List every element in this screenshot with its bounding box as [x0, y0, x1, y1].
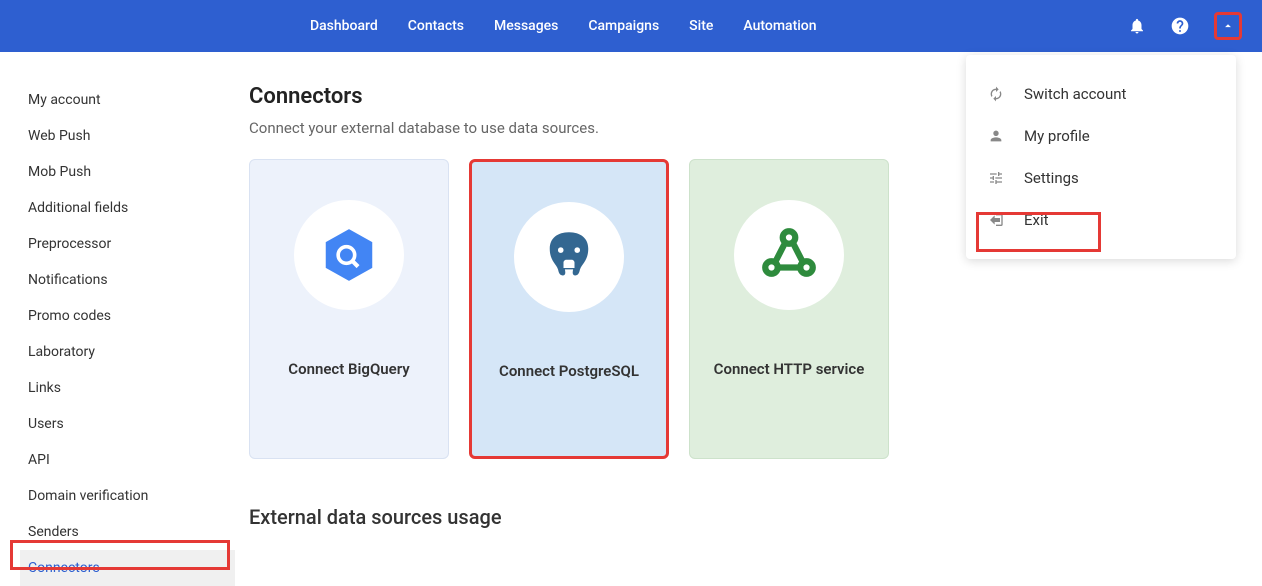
nav-messages[interactable]: Messages — [494, 18, 558, 34]
dropdown-exit[interactable]: Exit — [966, 199, 1236, 241]
sidebar-item-api[interactable]: API — [28, 442, 235, 478]
nav-contacts[interactable]: Contacts — [408, 18, 464, 34]
dropdown-settings[interactable]: Settings — [966, 157, 1236, 199]
card-http-service[interactable]: Connect HTTP service — [689, 159, 889, 459]
postgresql-icon — [514, 202, 624, 312]
account-menu-toggle[interactable] — [1214, 12, 1242, 40]
person-icon — [988, 128, 1008, 144]
nav-automation[interactable]: Automation — [743, 18, 816, 34]
sidebar: My account Web Push Mob Push Additional … — [0, 52, 235, 578]
dropdown-label: My profile — [1024, 127, 1090, 145]
nav-site[interactable]: Site — [689, 18, 713, 34]
card-label: Connect PostgreSQL — [485, 362, 653, 380]
card-label: Connect HTTP service — [700, 360, 879, 378]
sidebar-item-laboratory[interactable]: Laboratory — [28, 334, 235, 370]
sidebar-item-web-push[interactable]: Web Push — [28, 118, 235, 154]
section-usage-title: External data sources usage — [249, 505, 1242, 529]
sidebar-item-my-account[interactable]: My account — [28, 82, 235, 118]
help-icon[interactable] — [1170, 16, 1190, 36]
topbar: Dashboard Contacts Messages Campaigns Si… — [0, 0, 1262, 52]
sidebar-item-domain-verification[interactable]: Domain verification — [28, 478, 235, 514]
refresh-icon — [988, 86, 1008, 102]
sidebar-item-users[interactable]: Users — [28, 406, 235, 442]
nav-campaigns[interactable]: Campaigns — [588, 18, 659, 34]
card-label: Connect BigQuery — [274, 360, 423, 378]
exit-icon — [988, 212, 1008, 228]
sidebar-item-preprocessor[interactable]: Preprocessor — [28, 226, 235, 262]
sliders-icon — [988, 170, 1008, 186]
sidebar-item-senders[interactable]: Senders — [28, 514, 235, 550]
card-postgresql[interactable]: Connect PostgreSQL — [469, 159, 669, 459]
sidebar-item-connectors[interactable]: Connectors — [20, 550, 235, 586]
dropdown-label: Settings — [1024, 169, 1079, 187]
bell-icon[interactable] — [1128, 17, 1146, 35]
card-bigquery[interactable]: Connect BigQuery — [249, 159, 449, 459]
dropdown-label: Switch account — [1024, 85, 1126, 103]
dropdown-switch-account[interactable]: Switch account — [966, 73, 1236, 115]
dropdown-my-profile[interactable]: My profile — [966, 115, 1236, 157]
sidebar-item-additional-fields[interactable]: Additional fields — [28, 190, 235, 226]
account-dropdown: Switch account My profile Settings Exit — [966, 55, 1236, 259]
http-icon — [734, 200, 844, 310]
sidebar-item-promo-codes[interactable]: Promo codes — [28, 298, 235, 334]
dropdown-label: Exit — [1024, 211, 1049, 229]
sidebar-item-mob-push[interactable]: Mob Push — [28, 154, 235, 190]
bigquery-icon — [294, 200, 404, 310]
sidebar-item-notifications[interactable]: Notifications — [28, 262, 235, 298]
top-navigation: Dashboard Contacts Messages Campaigns Si… — [310, 18, 817, 34]
sidebar-item-links[interactable]: Links — [28, 370, 235, 406]
topbar-right — [1128, 12, 1242, 40]
nav-dashboard[interactable]: Dashboard — [310, 18, 378, 34]
